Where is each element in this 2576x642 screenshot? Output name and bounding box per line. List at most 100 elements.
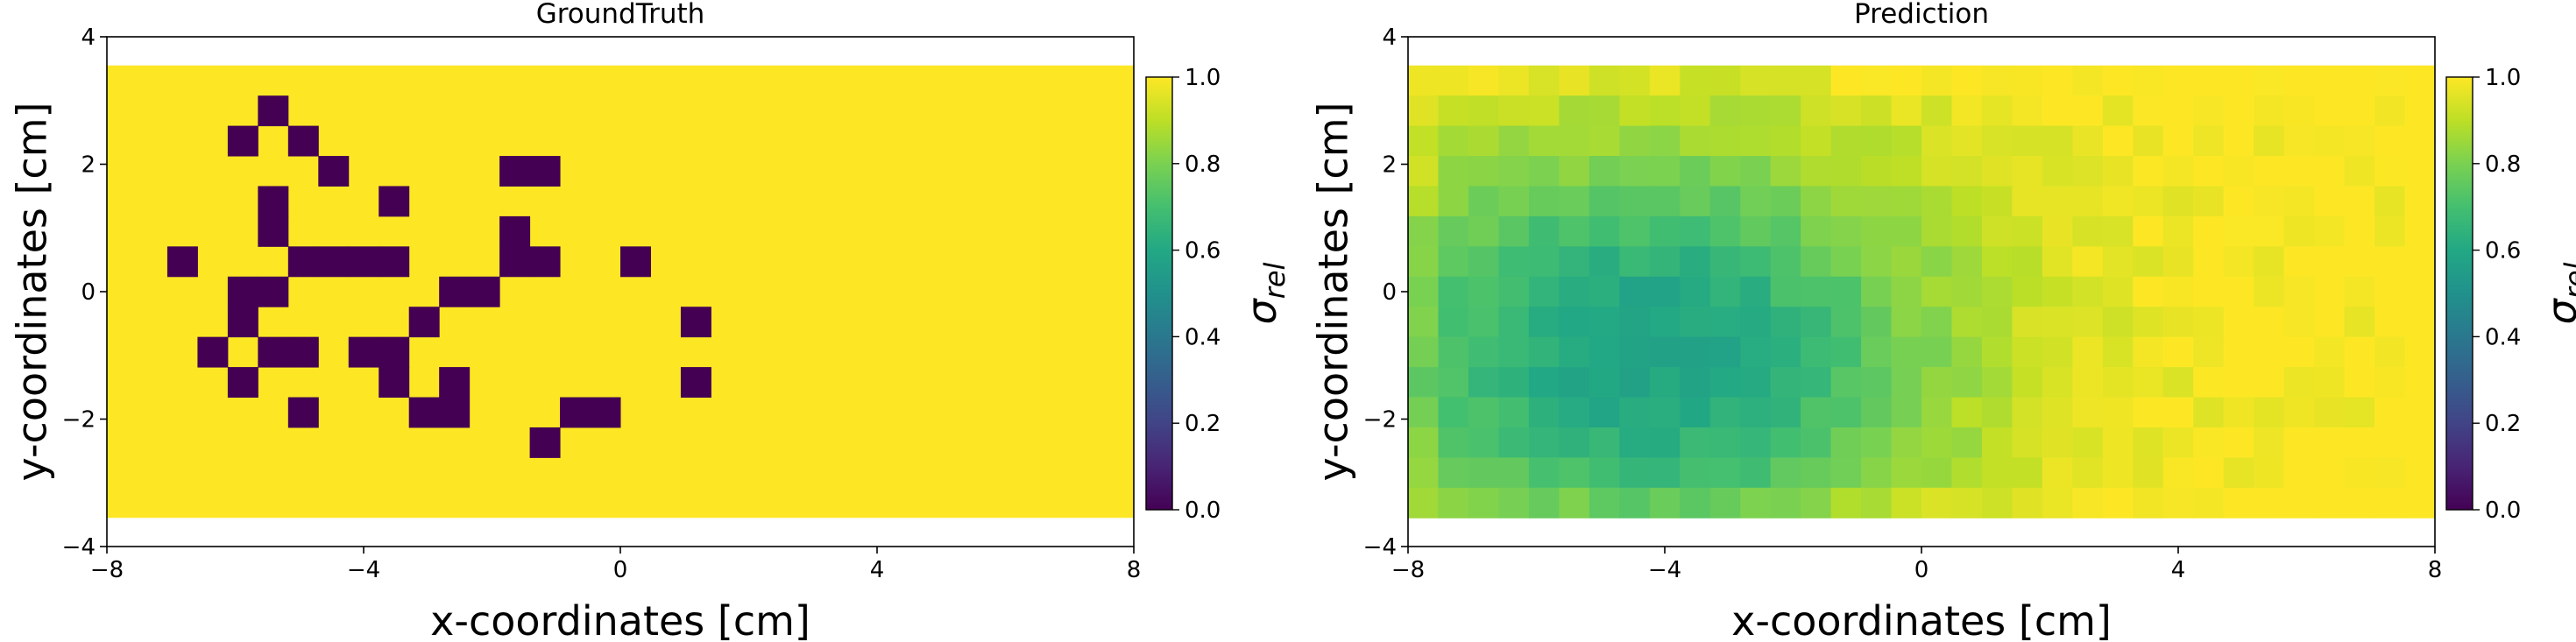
heatmap-cell	[2133, 307, 2164, 338]
heatmap-cell	[1801, 397, 1832, 428]
heatmap-cell	[2133, 156, 2164, 187]
heatmap-cell	[2283, 156, 2315, 187]
heatmap-cell	[258, 215, 289, 247]
heatmap-cell	[1740, 215, 1772, 247]
heatmap-cell	[2374, 487, 2406, 519]
heatmap-cell	[1740, 397, 1772, 428]
heatmap-cell	[1951, 215, 1983, 247]
heatmap-cell	[2283, 487, 2315, 519]
heatmap-cell	[1830, 215, 1862, 247]
heatmap-cell	[1528, 186, 1560, 217]
heatmap-cell	[560, 397, 591, 428]
heatmap-cell	[2133, 125, 2164, 157]
heatmap-cell	[1830, 246, 1862, 278]
heatmap-cell	[2102, 246, 2134, 278]
heatmap-cell	[1649, 95, 1681, 127]
heatmap-cell	[1951, 487, 1983, 519]
heatmap-cell	[227, 125, 258, 157]
heatmap-cell	[1801, 336, 1832, 368]
heatmap-cell	[2042, 457, 2073, 489]
heatmap-cell	[1951, 397, 1983, 428]
heatmap-cell	[1528, 65, 1560, 96]
heatmap-cell	[1680, 427, 1711, 458]
heatmap-cell	[1468, 186, 1499, 217]
heatmap-cell	[1649, 367, 1681, 399]
heatmap-cell	[1921, 156, 1952, 187]
heatmap-cell	[499, 156, 531, 187]
heatmap-cell	[2223, 186, 2254, 217]
heatmap-cell	[1680, 397, 1711, 428]
heatmap-cell	[1559, 65, 1590, 96]
heatmap-cell	[1559, 246, 1590, 278]
heatmap-cell	[1830, 307, 1862, 338]
heatmap-cell	[1891, 156, 1922, 187]
heatmap-cell	[1619, 336, 1651, 368]
heatmap-cell	[2072, 125, 2104, 157]
heatmap-cell	[2133, 95, 2164, 127]
heatmap-cell	[2344, 457, 2375, 489]
x-tick-label: 0	[1914, 557, 1929, 583]
colorbar-label-symbol: σ	[1238, 297, 1285, 324]
heatmap-cell	[2012, 215, 2043, 247]
heatmap-cell	[2254, 276, 2285, 307]
heatmap-cell	[1619, 125, 1651, 157]
heatmap-cell	[1801, 276, 1832, 307]
heatmap-cell	[2162, 427, 2194, 458]
heatmap-cell	[1649, 186, 1681, 217]
heatmap-cell	[1649, 215, 1681, 247]
heatmap-cell	[1438, 65, 1469, 96]
heatmap-cell	[1740, 125, 1772, 157]
heatmap-cell	[2072, 95, 2104, 127]
heatmap-cell	[379, 336, 410, 368]
heatmap-cell	[1649, 246, 1681, 278]
heatmap-cell	[1438, 125, 1469, 157]
heatmap-cell	[2042, 487, 2073, 519]
heatmap-cell	[1589, 276, 1620, 307]
heatmap-cell	[1770, 95, 1801, 127]
heatmap-cell	[2193, 487, 2225, 519]
heatmap-cell	[2374, 367, 2406, 399]
heatmap-cell	[348, 246, 379, 278]
heatmap-cell	[197, 336, 229, 368]
heatmap-cell	[2254, 95, 2285, 127]
heatmap-cell	[2012, 487, 2043, 519]
y-tick-label: −2	[62, 407, 96, 434]
y-axis-label: y-coordinates [cm]	[9, 102, 56, 482]
heatmap-cell	[2042, 246, 2073, 278]
heatmap-cell	[1528, 336, 1560, 368]
heatmap-cell	[2404, 336, 2436, 368]
heatmap-cell	[2254, 125, 2285, 157]
heatmap-cell	[1830, 367, 1862, 399]
heatmap-cell	[2283, 367, 2315, 399]
heatmap-cell	[2283, 276, 2315, 307]
heatmap-cell	[2404, 246, 2436, 278]
heatmap-cell	[2254, 307, 2285, 338]
heatmap-cell	[1468, 125, 1499, 157]
heatmap-cell	[2344, 276, 2375, 307]
heatmap-cell	[1498, 125, 1530, 157]
heatmap-cell	[2042, 427, 2073, 458]
x-tick-label: −4	[1648, 557, 1681, 583]
heatmap-cell	[1770, 367, 1801, 399]
heatmap-cell	[1709, 397, 1741, 428]
colorbar-scale	[2445, 76, 2473, 511]
heatmap-cell	[1438, 427, 1469, 458]
heatmap-cell	[1891, 215, 1922, 247]
heatmap-cell	[2072, 427, 2104, 458]
heatmap-cell	[1619, 186, 1651, 217]
heatmap-cell	[1830, 156, 1862, 187]
heatmap-cell	[1498, 336, 1530, 368]
heatmap-cell	[1861, 307, 1893, 338]
heatmap-cell	[1801, 65, 1832, 96]
heatmap-cell	[1408, 367, 1439, 399]
heatmap-cell	[1528, 487, 1560, 519]
heatmap-cell	[2283, 427, 2315, 458]
heatmap-cell	[439, 397, 471, 428]
prediction-panel: σrel	[1401, 36, 2576, 554]
panel-title: GroundTruth	[536, 0, 705, 30]
heatmap-cell	[2193, 125, 2225, 157]
colorbar-tick-label: 0.6	[1185, 238, 1221, 265]
colorbar-tick-label: 1.0	[1185, 65, 1221, 91]
heatmap-cell	[1528, 397, 1560, 428]
heatmap-cell	[379, 367, 410, 399]
